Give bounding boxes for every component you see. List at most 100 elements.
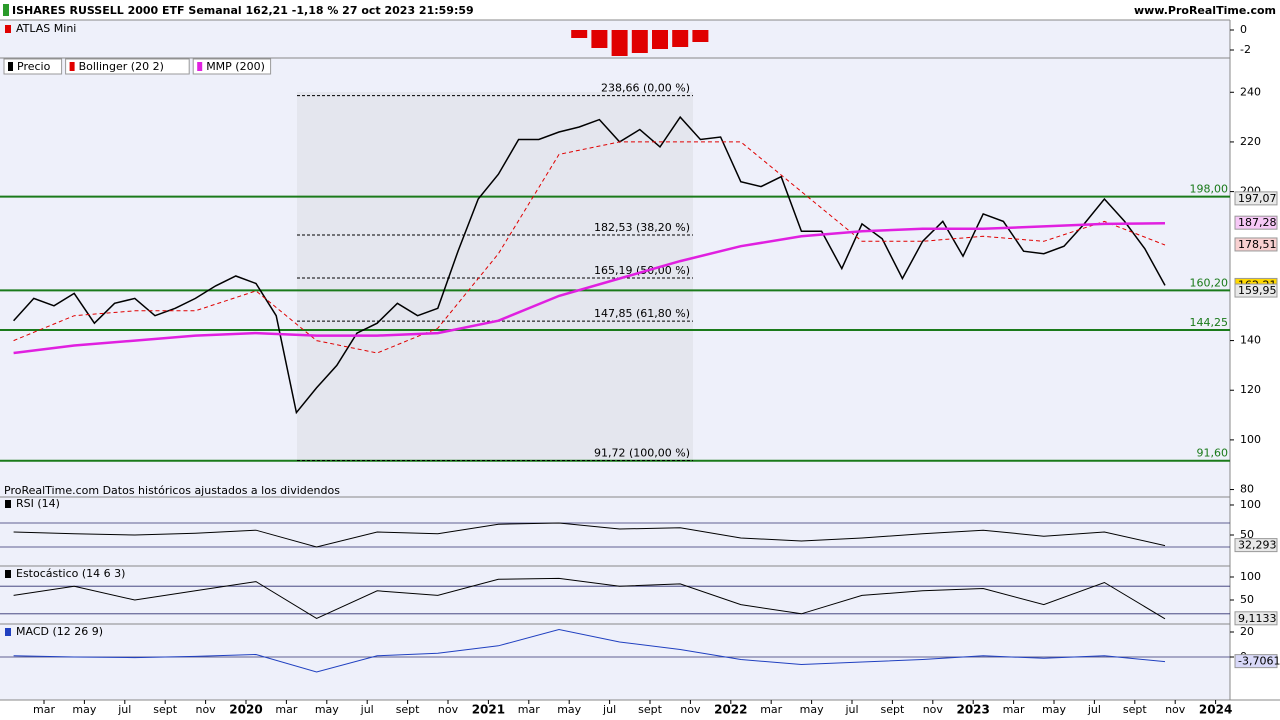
y-tick-label: 100 (1240, 433, 1261, 446)
y-tick-label: 50 (1240, 593, 1254, 606)
footer-note: ProRealTime.com Datos históricos ajustad… (4, 484, 340, 497)
x-tick-label: nov (195, 703, 216, 716)
last-value-label: 32,293 (1238, 539, 1277, 552)
panel-title: RSI (14) (16, 497, 60, 510)
support-label: 160,20 (1190, 276, 1229, 289)
x-tick-label: nov (680, 703, 701, 716)
x-tick-label: nov (1165, 703, 1186, 716)
bar (631, 30, 648, 53)
panel-icon (5, 500, 11, 508)
last-value-badge (1234, 538, 1278, 553)
y-tick-label: 20 (1240, 625, 1254, 638)
last-value-label: -3,7061 (1238, 655, 1280, 668)
last-value-badge (1234, 191, 1278, 206)
y-tick-label: -2 (1240, 43, 1251, 56)
legend-swatch (8, 62, 13, 71)
bar (672, 30, 689, 47)
y-tick-label: 240 (1240, 85, 1261, 98)
x-tick-label: may (315, 703, 339, 716)
panel-title: Estocástico (14 6 3) (16, 567, 125, 580)
fib-label: 165,19 (50,00 %) (594, 264, 690, 277)
fib-label: 147,85 (61,80 %) (594, 307, 690, 320)
fib-label: 91,72 (100,00 %) (594, 446, 690, 459)
legend-label: MMP (200) (206, 60, 265, 73)
last-value-badge (1234, 215, 1278, 230)
y-tick-label: 120 (1240, 383, 1261, 396)
x-tick-label: mar (1003, 703, 1025, 716)
panel-separators (0, 19, 1280, 701)
last-value-badge (1234, 283, 1278, 298)
y-tick-label: 50 (1240, 528, 1254, 541)
last-value-label: 178,51 (1238, 238, 1277, 251)
legend-label: Precio (17, 60, 51, 73)
x-tick-label: jul (117, 703, 131, 716)
bar (611, 30, 628, 56)
support-label: 91,60 (1197, 447, 1229, 460)
series-line (13, 115, 1166, 415)
panel-icon (5, 628, 11, 636)
fib-label: 238,66 (0,00 %) (601, 82, 690, 95)
support-label: 144,25 (1190, 316, 1229, 329)
x-tick-label: 2020 (229, 703, 262, 717)
x-tick-label: mar (275, 703, 297, 716)
x-tick-label: jul (1087, 703, 1101, 716)
x-tick-label: 2021 (472, 703, 505, 717)
fib-label: 182,53 (38,20 %) (594, 221, 690, 234)
last-value-badge (1234, 654, 1278, 669)
legend-box (3, 58, 63, 75)
x-tick-label: nov (923, 703, 944, 716)
icon (3, 4, 9, 16)
last-value-label: 197,07 (1238, 192, 1277, 205)
x-tick-label: 2023 (956, 703, 989, 717)
last-value-label: 159,95 (1238, 284, 1277, 297)
x-tick-label: sept (881, 703, 905, 716)
x-tick-label: sept (638, 703, 662, 716)
panel-icon (5, 25, 11, 33)
y-tick-label: 80 (1240, 483, 1254, 496)
x-tick-label: may (72, 703, 96, 716)
last-value-label: 187,28 (1238, 216, 1277, 229)
series-line (13, 221, 1166, 355)
x-tick-label: 2022 (714, 703, 747, 717)
panel-title: ATLAS Mini (16, 22, 76, 35)
header-site: www.ProRealTime.com (1134, 4, 1276, 17)
y-tick-label: 100 (1240, 570, 1261, 583)
series-line (13, 141, 1166, 354)
x-tick-label: may (557, 703, 581, 716)
x-tick-label: jul (602, 703, 616, 716)
x-tick-label: nov (438, 703, 459, 716)
y-tick-label: 220 (1240, 135, 1261, 148)
bar (652, 30, 668, 49)
x-tick-label: sept (1123, 703, 1147, 716)
panel-icon (5, 570, 11, 578)
series-line (13, 577, 1166, 620)
x-tick-label: sept (153, 703, 177, 716)
x-tick-label: mar (518, 703, 540, 716)
header-title: ISHARES RUSSELL 2000 ETF Semanal 162,21 … (12, 4, 474, 17)
x-tick-label: mar (760, 703, 782, 716)
series-line (13, 522, 1166, 548)
legend-label: Bollinger (20 2) (79, 60, 164, 73)
last-value-badge (1234, 237, 1278, 252)
bar (692, 30, 709, 42)
last-value-label: 9,1133 (1238, 612, 1277, 625)
legend-swatch (69, 62, 75, 71)
y-tick-label: 100 (1240, 498, 1261, 511)
bar (571, 30, 588, 38)
x-tick-label: sept (396, 703, 420, 716)
x-tick-label: mar (33, 703, 55, 716)
y-tick-label: 140 (1240, 334, 1261, 347)
legend-box (192, 58, 272, 75)
legend-swatch (197, 62, 203, 71)
x-tick-label: may (1042, 703, 1066, 716)
series-line (13, 628, 1166, 673)
panel-title: MACD (12 26 9) (16, 625, 103, 638)
legend-box (65, 58, 190, 75)
x-tick-label: jul (360, 703, 374, 716)
bar (591, 30, 608, 48)
x-tick-label: may (800, 703, 824, 716)
y-tick-label: 0 (1240, 23, 1247, 36)
x-tick-label: 2024 (1199, 703, 1232, 717)
support-label: 198,00 (1190, 183, 1229, 196)
